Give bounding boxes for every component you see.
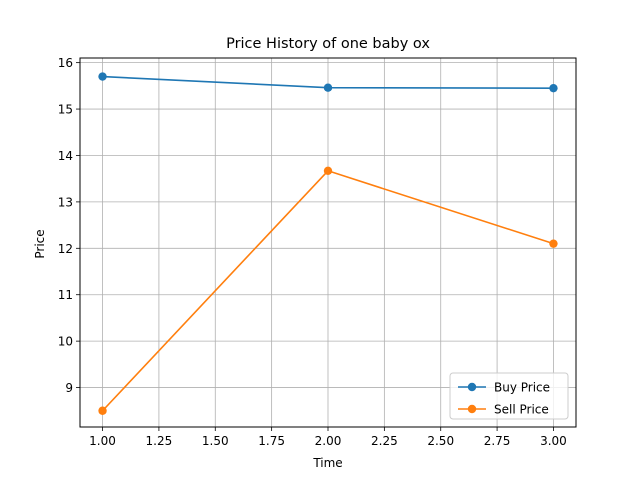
legend-buy-price-label: Buy Price xyxy=(494,381,550,395)
buy-price-point xyxy=(98,72,107,81)
y-tick-label: 13 xyxy=(58,195,73,209)
sell-price-point xyxy=(549,239,558,248)
y-tick-label: 9 xyxy=(65,381,73,395)
x-tick-label: 3.00 xyxy=(540,434,567,448)
sell-price-point xyxy=(98,406,107,415)
sell-price-point xyxy=(323,166,333,175)
x-tick-label: 1.25 xyxy=(146,434,173,448)
series-group xyxy=(98,72,558,415)
legend-sell-price-label: Sell Price xyxy=(494,403,549,417)
legend: Buy Price Sell Price xyxy=(449,372,569,420)
plot-frame xyxy=(79,57,577,428)
y-tick-label: 14 xyxy=(58,149,73,163)
y-tick-label: 11 xyxy=(58,288,73,302)
axis-ticks: 1.00 1.25 1.50 1.75 2.00 2.25 2.50 2.75 3.00 9 10 1… xyxy=(58,56,567,448)
x-tick-label: 1.75 xyxy=(258,434,285,448)
y-axis-label: Price xyxy=(33,229,47,258)
y-tick-label: 15 xyxy=(58,103,73,117)
x-tick-label: 1.00 xyxy=(89,434,116,448)
y-tick-label: 16 xyxy=(58,56,73,70)
y-tick-label: 12 xyxy=(58,242,73,256)
x-tick-label: 2.25 xyxy=(371,434,398,448)
x-tick-label: 1.50 xyxy=(202,434,229,448)
legend-buy-price-marker xyxy=(467,382,477,392)
x-tick-label: 2.00 xyxy=(315,434,342,448)
buy-price-point xyxy=(323,83,333,92)
x-axis-label: Time xyxy=(312,456,342,470)
x-tick-label: 2.75 xyxy=(484,434,511,448)
y-tick-label: 10 xyxy=(58,335,73,349)
chart-title: Price History of one baby ox xyxy=(226,36,430,52)
buy-price-point xyxy=(549,83,558,93)
x-tick-label: 2.50 xyxy=(427,434,454,448)
legend-sell-price-marker xyxy=(467,404,477,414)
legend-box xyxy=(449,372,569,420)
